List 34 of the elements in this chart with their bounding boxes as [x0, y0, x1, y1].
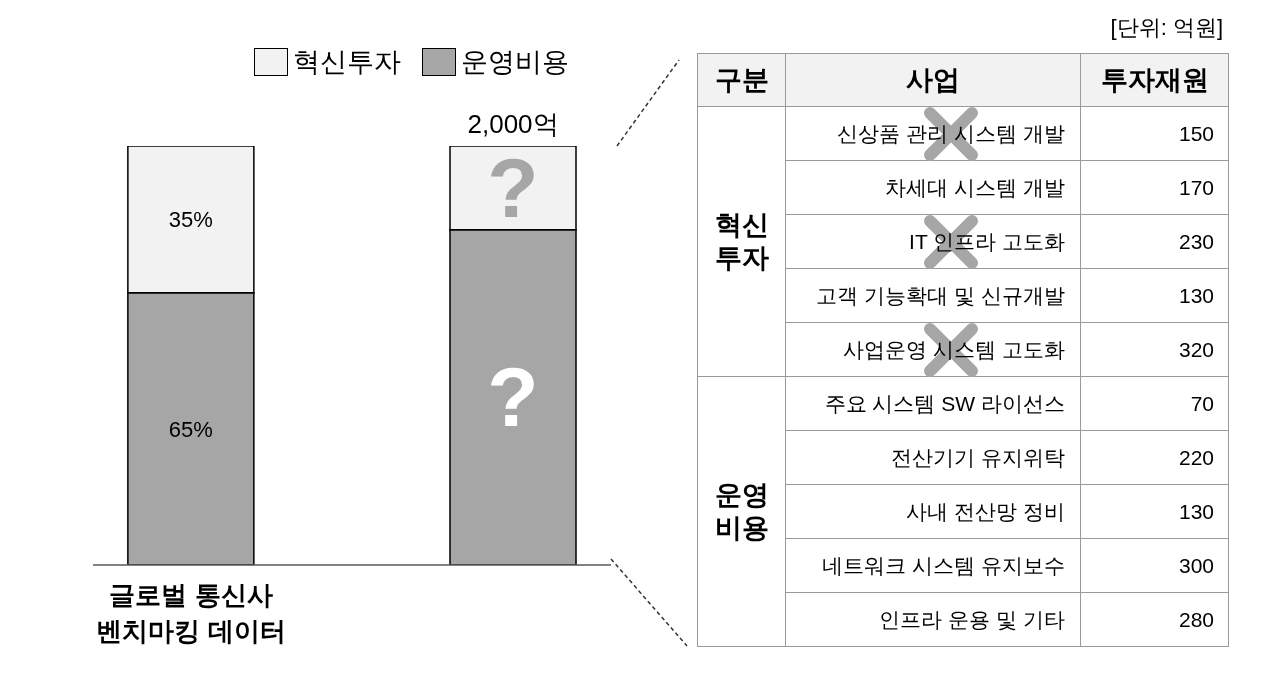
x-tick-label: 글로벌 통신사 벤치마킹 데이터	[96, 580, 286, 646]
text: 혁신투자	[714, 209, 769, 273]
category-label: 고객 기능확대 및 신규개발	[816, 283, 1065, 307]
data-label: 230	[1178, 229, 1214, 253]
data-label: 170	[1178, 175, 1214, 199]
data-label: ?	[487, 350, 539, 445]
text: 운영비용	[714, 479, 769, 543]
category-label: 차세대 시스템 개발	[885, 175, 1065, 199]
legend-label: 운영비용	[461, 46, 569, 78]
text: 사업	[906, 65, 960, 95]
data-label: 130	[1178, 499, 1214, 523]
category-label: 주요 시스템 SW 라이선스	[824, 391, 1065, 415]
category-label: 네트워크 시스템 유지보수	[822, 553, 1065, 577]
data-label: 150	[1178, 121, 1214, 145]
text: 투자재원	[1100, 65, 1209, 95]
data-label: 220	[1178, 445, 1214, 469]
data-label: 35%	[168, 206, 213, 232]
category-label: 신상품 관리 시스템 개발	[837, 121, 1065, 145]
data-label: 130	[1178, 283, 1214, 307]
data-label: 300	[1178, 553, 1214, 577]
text: 2,000억	[467, 109, 559, 139]
category-label: 전산기기 유지위탁	[891, 445, 1065, 469]
category-label: 사내 전산망 정비	[906, 499, 1065, 523]
data-label: 70	[1190, 391, 1214, 415]
category-label: 사업운영 시스템 고도화	[843, 337, 1065, 361]
data-label: ?	[487, 140, 539, 235]
text: [단위: 억원]	[1110, 15, 1223, 40]
data-label: 320	[1178, 337, 1214, 361]
legend-title: 구분	[714, 65, 769, 95]
data-label: 65%	[168, 416, 213, 442]
category-label: 인프라 운용 및 기타	[879, 607, 1065, 631]
legend-label: 혁신투자	[293, 46, 401, 78]
category-label: IT 인프라 고도화	[909, 229, 1065, 253]
data-label: 280	[1178, 607, 1214, 631]
